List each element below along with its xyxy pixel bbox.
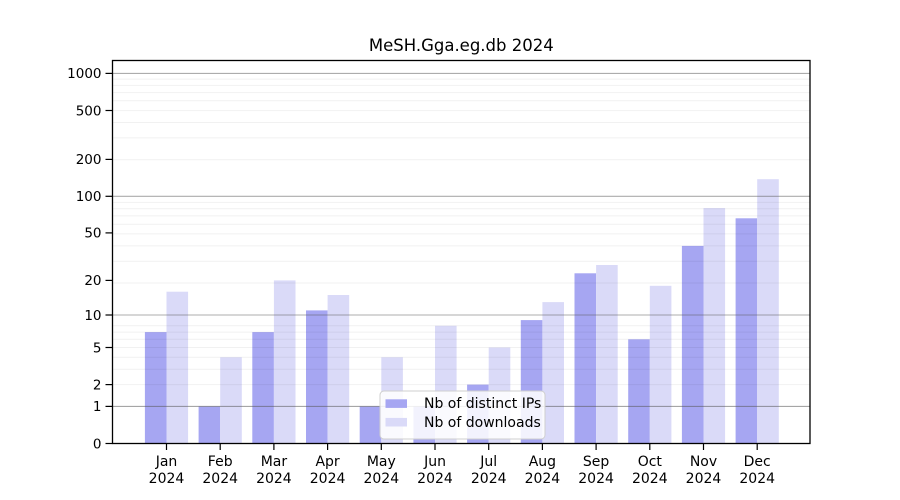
y-tick-label: 1000 (67, 66, 101, 82)
x-tick-label-year: 2024 (149, 471, 185, 487)
x-tick-label-month: Jan (155, 454, 178, 470)
x-tick-label-year: 2024 (310, 471, 346, 487)
x-tick-label-month: Jun (423, 454, 446, 470)
x-tick-label-year: 2024 (256, 471, 292, 487)
bar-downloads (649, 285, 672, 444)
x-tick-label-year: 2024 (363, 471, 399, 487)
legend-label-downloads: Nb of downloads (424, 415, 541, 431)
bar-distinct-ips (574, 273, 597, 444)
plot-frame (111, 59, 811, 445)
bars (144, 179, 779, 444)
bar-distinct-ips (198, 406, 221, 444)
y-tick-label: 100 (76, 189, 102, 205)
x-tick-label-year: 2024 (686, 471, 722, 487)
bar-distinct-ips (681, 245, 704, 444)
bar-downloads (220, 357, 242, 444)
bar-distinct-ips (306, 310, 328, 444)
bar-distinct-ips (735, 218, 758, 444)
axes (105, 59, 811, 450)
x-tick-label-month: Aug (529, 454, 556, 470)
x-tick-label-month: May (367, 454, 396, 470)
x-tick-label-year: 2024 (417, 471, 453, 487)
x-tick-label-month: Oct (638, 454, 663, 470)
y-tick-label: 2 (93, 377, 102, 393)
y-tick-label: 0 (93, 436, 102, 452)
x-tick-label-year: 2024 (471, 471, 507, 487)
bar-distinct-ips (252, 332, 274, 444)
x-tick-label-year: 2024 (525, 471, 561, 487)
y-tick-label: 500 (76, 103, 102, 119)
x-tick-label-month: Jul (479, 454, 497, 470)
tick-labels: 01251020501002005001000Jan2024Feb2024Mar… (67, 66, 775, 487)
bar-distinct-ips (359, 406, 382, 444)
x-tick-label-month: Feb (208, 454, 233, 470)
y-tick-label: 20 (84, 273, 101, 289)
legend-box (379, 390, 546, 440)
y-tick-label: 50 (84, 226, 101, 242)
x-tick-label-year: 2024 (578, 471, 614, 487)
x-tick-label-year: 2024 (632, 471, 668, 487)
x-tick-label-month: Nov (690, 454, 717, 470)
legend-label-distinct-ips: Nb of distinct IPs (424, 396, 541, 412)
x-tick-label-month: Apr (315, 454, 339, 470)
bar-downloads (166, 291, 189, 444)
x-tick-label-year: 2024 (202, 471, 238, 487)
gridlines (112, 72, 810, 407)
bar-downloads (273, 280, 296, 444)
bar-downloads (596, 265, 618, 444)
bar-downloads (542, 302, 564, 444)
x-tick-label-month: Sep (583, 454, 610, 470)
bar-downloads (703, 208, 726, 444)
chart-title: MeSH.Gga.eg.db 2024 (369, 36, 554, 55)
x-tick-label-month: Dec (744, 454, 771, 470)
legend: Nb of distinct IPs Nb of downloads (379, 390, 546, 440)
bar-distinct-ips (628, 339, 650, 444)
bar-distinct-ips (144, 332, 167, 444)
x-tick-label-month: Mar (261, 454, 288, 470)
legend-swatch-distinct-ips (385, 399, 407, 408)
y-tick-label: 1 (93, 399, 102, 415)
x-tick-label-year: 2024 (739, 471, 775, 487)
y-tick-label: 5 (93, 340, 102, 356)
y-tick-label: 200 (76, 152, 102, 168)
bar-downloads (757, 179, 779, 444)
y-tick-label: 10 (84, 308, 101, 324)
legend-swatch-downloads (385, 417, 407, 427)
